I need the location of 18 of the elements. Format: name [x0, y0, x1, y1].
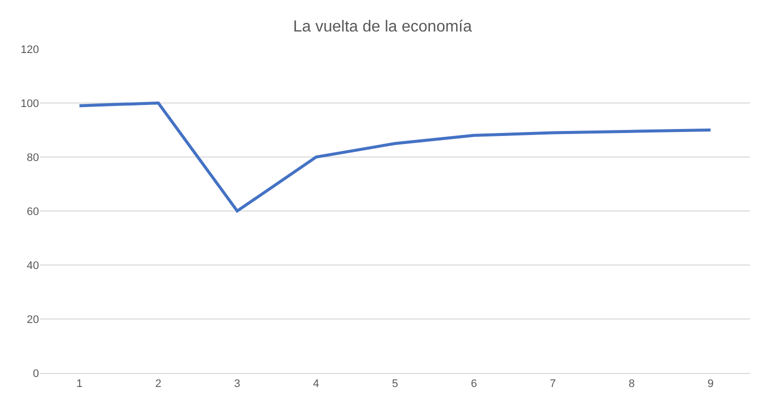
x-tick-label: 5 [392, 378, 398, 390]
x-tick-label: 6 [470, 378, 477, 390]
x-tick-label: 3 [234, 378, 240, 390]
chart-title: La vuelta de la economía [293, 18, 472, 36]
y-tick-label: 80 [26, 152, 39, 164]
x-tick-label: 1 [76, 378, 83, 390]
y-tick-label: 100 [20, 98, 39, 110]
y-tick-label: 120 [20, 44, 39, 56]
y-tick-label: 60 [26, 206, 39, 218]
y-tick-label: 40 [26, 260, 39, 272]
x-tick-label: 4 [313, 378, 320, 390]
x-tick-label: 8 [628, 378, 635, 390]
x-tick-label: 9 [707, 378, 714, 390]
line-series [78, 102, 712, 212]
x-tick-label: 7 [550, 378, 556, 390]
y-tick-label: 0 [32, 368, 39, 380]
y-tick-label: 20 [26, 314, 39, 326]
x-tick-label: 2 [155, 378, 162, 390]
